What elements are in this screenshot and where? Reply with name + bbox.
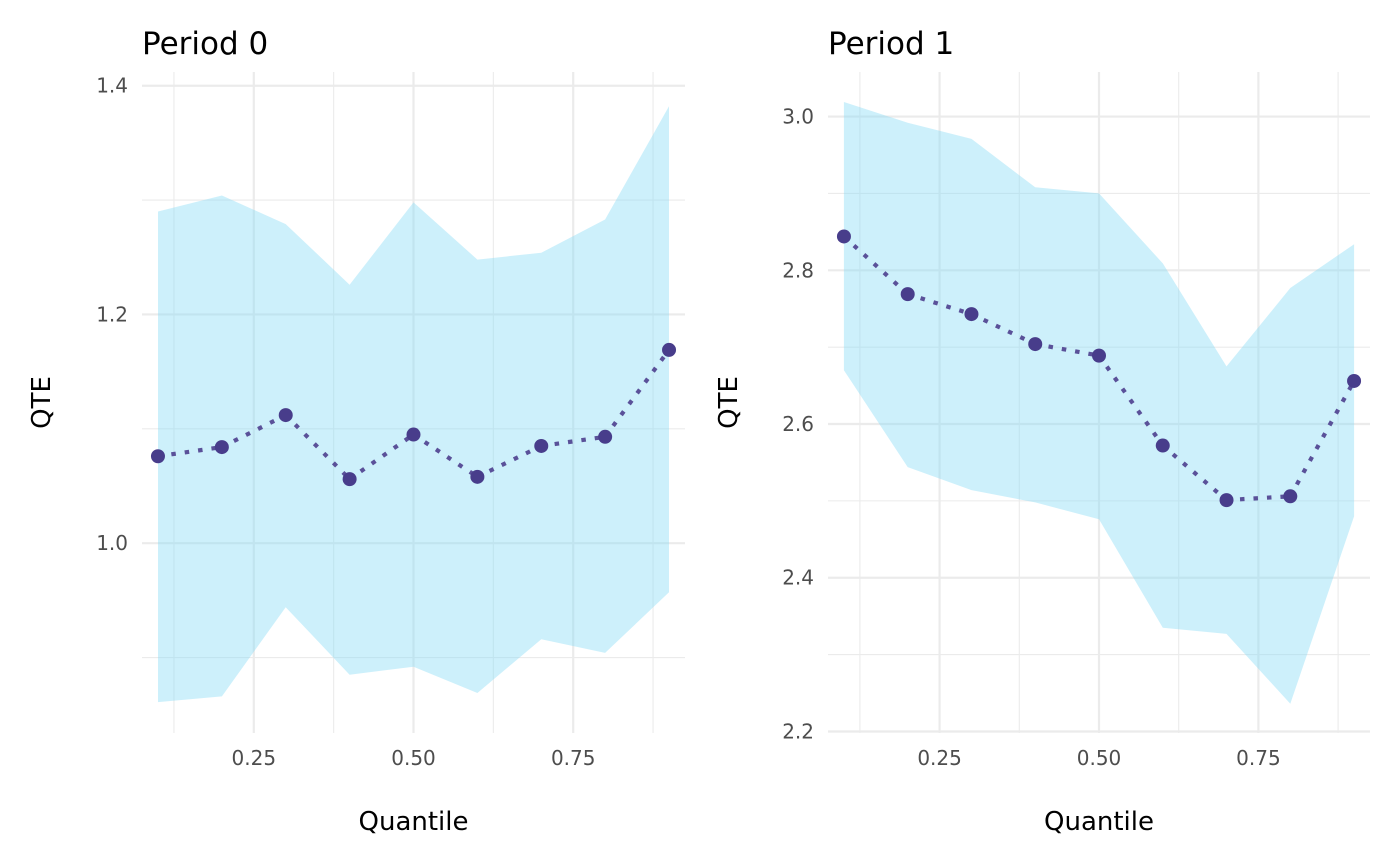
y-tick-label: 1.4	[96, 74, 128, 98]
series-line-segment-7	[603, 348, 671, 439]
data-point-3	[342, 472, 357, 487]
y-tick-label: 3.0	[782, 105, 814, 129]
data-point-4	[406, 427, 421, 442]
chart-title: Period 0	[142, 26, 268, 62]
series-line-segment-0	[842, 234, 910, 296]
y-tick-label: 2.2	[782, 719, 814, 743]
data-point-5	[470, 469, 485, 484]
data-point-1	[214, 440, 229, 455]
data-point-0	[836, 229, 851, 244]
x-tick-label: 0.75	[1236, 746, 1281, 770]
data-point-0	[150, 449, 165, 464]
data-point-2	[964, 307, 979, 322]
data-point-5	[1155, 438, 1170, 453]
data-point-6	[534, 438, 549, 453]
data-point-7	[1283, 489, 1298, 504]
data-point-8	[1347, 373, 1362, 388]
confidence-ribbon	[843, 102, 1355, 704]
x-axis-label: Quantile	[1044, 807, 1154, 837]
series-line-segment-2	[284, 413, 352, 481]
y-tick-label: 1.0	[96, 531, 128, 555]
confidence-ribbon	[158, 106, 669, 703]
y-axis-label: QTE	[714, 376, 744, 429]
x-tick-label: 0.25	[917, 746, 962, 770]
x-axis-label: Quantile	[359, 807, 469, 837]
data-point-2	[278, 408, 293, 423]
data-point-4	[1092, 348, 1106, 363]
y-tick-label: 1.2	[96, 302, 128, 326]
y-tick-label: 2.6	[782, 412, 814, 436]
data-point-3	[1028, 337, 1043, 352]
data-point-6	[1219, 493, 1234, 508]
series-line-segment-1	[907, 292, 973, 317]
y-tick-label: 2.4	[782, 566, 814, 590]
data-point-8	[662, 342, 677, 357]
y-axis-label: QTE	[27, 376, 57, 429]
data-point-1	[900, 287, 915, 302]
x-tick-label: 0.50	[1077, 746, 1122, 770]
x-tick-label: 0.25	[232, 746, 277, 770]
data-point-7	[598, 429, 613, 444]
x-tick-label: 0.75	[551, 746, 596, 770]
series-line-segment-5	[1161, 443, 1228, 502]
series-line-segment-4	[1097, 354, 1165, 447]
chart-panel-0: 1.0 1.2 1.4 0.25 0.50 0.75 Period 0 Quantile QTE	[27, 26, 685, 837]
chart-title: Period 1	[828, 26, 954, 62]
series-line-segment-7	[1288, 379, 1356, 498]
chart-panel-1: 2.2 2.4 2.6 2.8 3.0 0.25 0.50 0.75 Period 1 Quant…	[714, 26, 1370, 837]
y-tick-label: 2.8	[782, 258, 814, 282]
x-tick-label: 0.50	[391, 746, 436, 770]
